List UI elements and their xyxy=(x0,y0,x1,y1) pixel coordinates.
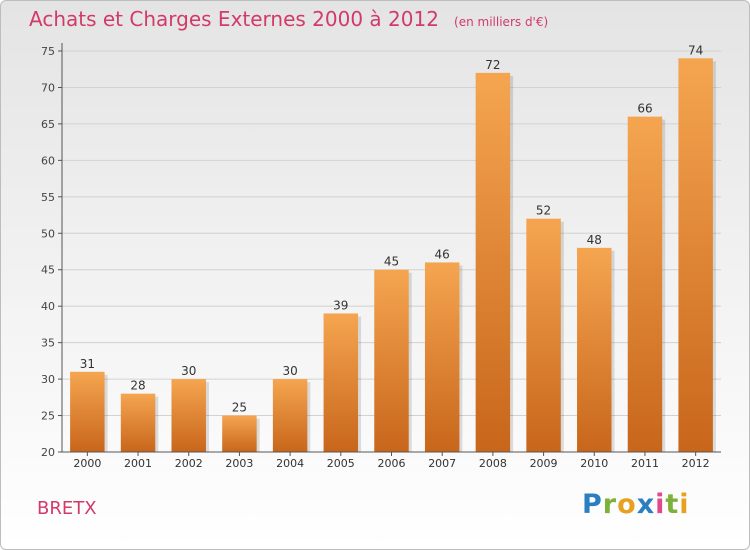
value-label: 66 xyxy=(637,102,652,116)
value-label: 46 xyxy=(435,247,450,261)
axes xyxy=(58,43,721,456)
bar-2003 xyxy=(222,415,257,452)
value-label: 28 xyxy=(130,379,145,393)
x-tick-label: 2000 xyxy=(73,457,101,470)
bar-2002 xyxy=(171,379,206,452)
bar-2004 xyxy=(272,379,308,452)
bar-2007 xyxy=(424,262,460,452)
bars xyxy=(70,58,716,453)
y-tick-label: 70 xyxy=(41,81,55,94)
value-label: 31 xyxy=(80,357,95,371)
y-tick-label: 25 xyxy=(41,410,55,423)
y-tick-label: 55 xyxy=(41,191,55,204)
y-tick-label: 50 xyxy=(41,227,55,240)
logo-letter: i xyxy=(655,489,666,520)
y-tick-label: 60 xyxy=(41,154,55,167)
x-tick-label: 2002 xyxy=(175,457,203,470)
x-tick-label: 2001 xyxy=(124,457,152,470)
logo-letter: x xyxy=(636,489,656,520)
bar-2011 xyxy=(627,116,663,453)
y-tick-label: 45 xyxy=(41,264,55,277)
value-label: 30 xyxy=(282,364,297,378)
value-label: 74 xyxy=(688,43,703,57)
x-tick-label: 2005 xyxy=(327,457,355,470)
bar-2010 xyxy=(577,247,612,452)
chart-title-block: Achats et Charges Externes 2000 à 2012 (… xyxy=(29,7,548,31)
x-tick-label: 2012 xyxy=(682,457,710,470)
x-tick-label: 2003 xyxy=(225,457,253,470)
y-tick-label: 20 xyxy=(41,446,55,459)
x-tick-label: 2008 xyxy=(479,457,507,470)
value-label: 45 xyxy=(384,255,399,269)
value-label: 72 xyxy=(485,58,500,72)
commune-name: BRETX xyxy=(37,498,97,519)
y-tick-label: 65 xyxy=(41,118,55,131)
value-label: 48 xyxy=(587,233,602,247)
x-tick-label: 2007 xyxy=(428,457,456,470)
x-tick-label: 2011 xyxy=(631,457,659,470)
y-tick-label: 40 xyxy=(41,300,55,313)
y-tick-label: 35 xyxy=(41,337,55,350)
logo-letter: P xyxy=(582,489,603,520)
proxiti-logo: Proxiti xyxy=(582,489,690,520)
bar-2012 xyxy=(678,58,713,453)
value-label: 30 xyxy=(181,364,196,378)
value-label: 52 xyxy=(536,204,551,218)
bar-2008 xyxy=(475,72,511,452)
y-tick-label: 30 xyxy=(41,373,55,386)
y-tick-label: 75 xyxy=(41,45,55,58)
x-tick-label: 2004 xyxy=(276,457,304,470)
x-tick-label: 2009 xyxy=(530,457,558,470)
chart-title: Achats et Charges Externes 2000 à 2012 xyxy=(29,7,439,31)
value-label: 39 xyxy=(333,298,348,312)
labels: 20 25 30 35 40 45 50 55 60 65 70 75 31 2000 28 2001 30 20… xyxy=(41,43,710,470)
bar-2005 xyxy=(323,313,359,452)
value-label: 25 xyxy=(232,401,247,415)
x-tick-label: 2006 xyxy=(378,457,406,470)
bar-2000 xyxy=(70,371,105,452)
logo-letter: t xyxy=(665,489,680,520)
logo-letter: r xyxy=(602,489,618,520)
chart-unit: (en milliers d'€) xyxy=(454,15,549,29)
bar-2001 xyxy=(120,393,156,452)
logo-letter: o xyxy=(617,489,637,520)
logo-letter: i xyxy=(679,489,690,520)
x-tick-label: 2010 xyxy=(580,457,608,470)
bar-2006 xyxy=(374,269,409,452)
bar-2009 xyxy=(526,218,561,452)
